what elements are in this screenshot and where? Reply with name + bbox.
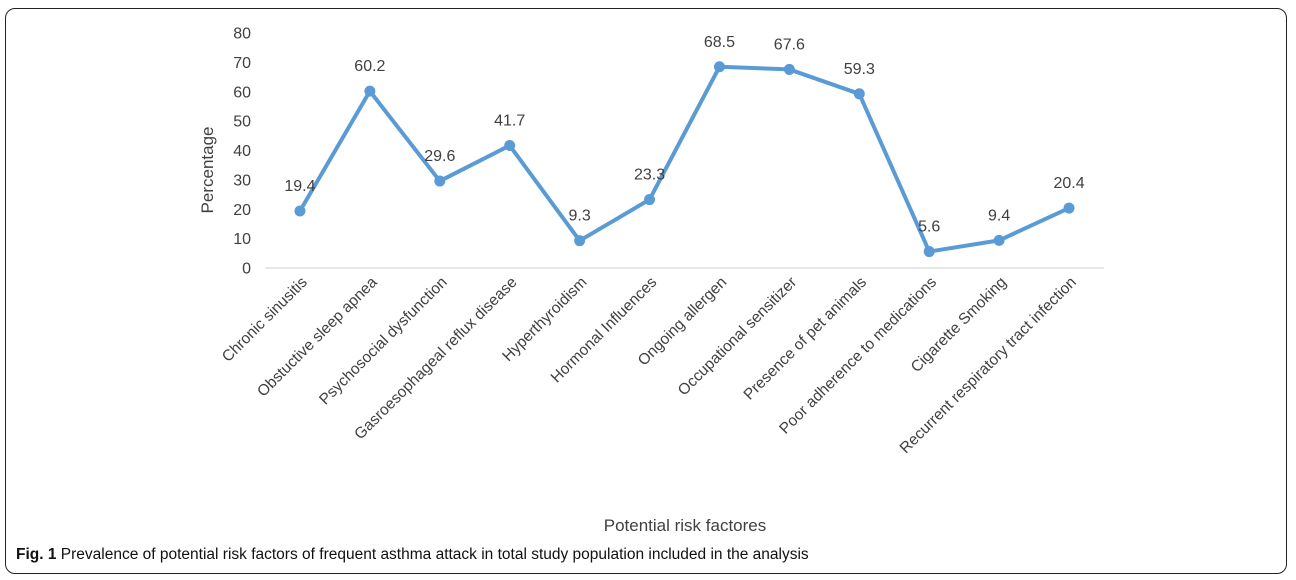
- y-tick-label: 20: [233, 202, 251, 219]
- data-label: 67.6: [774, 36, 805, 53]
- data-point: [1063, 202, 1075, 214]
- data-label: 29.6: [424, 148, 455, 165]
- data-label: 9.3: [569, 208, 591, 225]
- data-label: 41.7: [494, 113, 525, 130]
- caption-text: Prevalence of potential risk factors of …: [60, 546, 809, 563]
- data-label: 19.4: [284, 178, 315, 195]
- data-point: [923, 246, 935, 258]
- y-tick-label: 10: [233, 231, 251, 248]
- series-line: [297, 64, 1072, 254]
- data-point: [504, 140, 516, 152]
- caption-label: Fig. 1: [16, 546, 57, 563]
- data-label: 68.5: [704, 34, 735, 51]
- data-label: 5.6: [918, 219, 940, 236]
- data-label: 9.4: [988, 207, 1010, 224]
- y-tick-label: 30: [233, 172, 251, 189]
- data-label: 23.3: [634, 167, 665, 184]
- x-tick-label: Psychosocial dysfunction: [316, 274, 450, 408]
- data-point: [713, 61, 725, 73]
- y-tick-label: 40: [233, 143, 251, 160]
- y-tick-label: 0: [242, 261, 251, 278]
- data-point: [993, 234, 1005, 246]
- y-tick-label: 70: [233, 55, 251, 72]
- data-label: 59.3: [844, 61, 875, 78]
- data-markers: [294, 61, 1075, 258]
- figure-caption: Fig. 1 Prevalence of potential risk fact…: [16, 546, 809, 564]
- y-tick-labels: 0 10 20 30 40 50 60 70 80: [233, 26, 251, 278]
- y-axis-title: Percentage: [198, 127, 217, 214]
- y-tick-label: 50: [233, 114, 251, 131]
- line-chart: 0 10 20 30 40 50 60 70 80 Chronic sinusitisObstu…: [198, 26, 1104, 535]
- data-point: [364, 85, 376, 97]
- data-point: [574, 235, 586, 247]
- data-labels: 19.4 60.2 29.6 41.7 9.3 23.3 68.5 67.6 59.3 5.6 9.…: [284, 34, 1084, 236]
- data-label: 60.2: [354, 58, 385, 75]
- data-label: 20.4: [1053, 175, 1084, 192]
- x-tick-label: Occupational sensitizer: [675, 274, 800, 399]
- x-tick-label: Presence of pet animals: [741, 274, 871, 404]
- data-point: [783, 63, 795, 75]
- y-tick-label: 80: [233, 26, 251, 43]
- data-point: [434, 175, 446, 187]
- data-point: [853, 88, 865, 100]
- x-axis-title: Potential risk factores: [604, 516, 767, 535]
- x-tick-label: Obstuctive sleep apnea: [254, 274, 381, 401]
- data-point: [644, 194, 656, 206]
- y-tick-label: 60: [233, 84, 251, 101]
- data-point: [294, 205, 306, 217]
- figure-frame: [5, 8, 1287, 574]
